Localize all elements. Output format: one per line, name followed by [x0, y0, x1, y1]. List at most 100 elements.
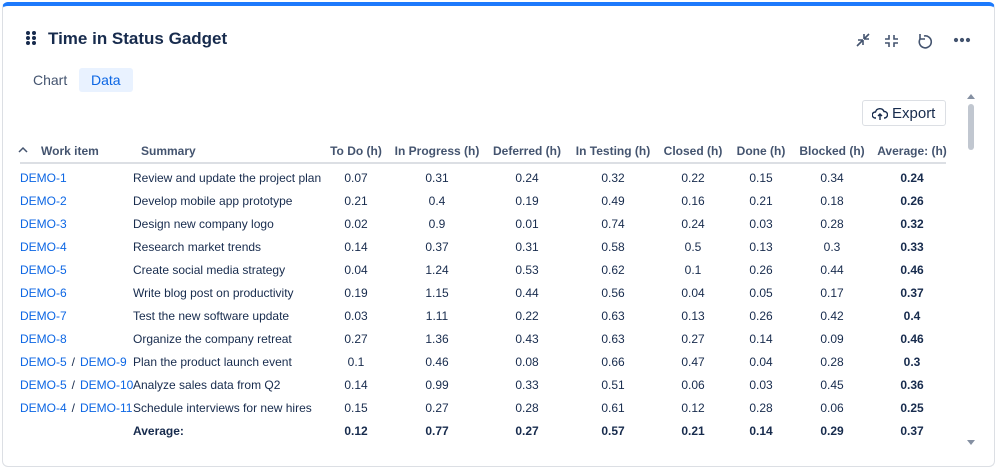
time-value: 0.03	[344, 309, 368, 323]
work-item-link[interactable]: DEMO-8	[20, 332, 67, 346]
gadget-title: Time in Status Gadget	[48, 29, 228, 48]
time-value: 0.51	[601, 378, 625, 392]
work-item-link[interactable]: DEMO-5	[20, 378, 67, 392]
work-item: DEMO-8	[20, 331, 67, 347]
time-value: 0.02	[344, 217, 368, 231]
time-value: 0.15	[749, 171, 773, 185]
work-item-link[interactable]: DEMO-3	[20, 217, 67, 231]
work-item: DEMO-2	[20, 193, 67, 209]
column-average: 0.77	[425, 424, 449, 438]
row-average: 0.33	[900, 240, 924, 254]
time-value: 1.11	[425, 309, 449, 323]
time-value: 0.24	[681, 217, 705, 231]
tab-data[interactable]: Data	[79, 68, 133, 92]
summary: Analyze sales data from Q2	[133, 378, 281, 392]
summary: Organize the company retreat	[133, 332, 292, 346]
work-item-link[interactable]: DEMO-4	[20, 240, 67, 254]
time-value: 0.22	[515, 309, 539, 323]
time-value: 0.44	[820, 263, 844, 277]
work-item-link[interactable]: DEMO-9	[80, 355, 127, 369]
column-header: Deferred (h)	[492, 144, 561, 158]
summary: Schedule interviews for new hires	[133, 401, 312, 415]
summary: Plan the product launch event	[133, 355, 292, 369]
work-item-link[interactable]: DEMO-10	[80, 378, 134, 392]
time-value: 0.01	[515, 217, 539, 231]
key-separator: /	[71, 401, 76, 415]
summary: Create social media strategy	[133, 263, 286, 277]
time-value: 0.56	[601, 286, 625, 300]
time-value: 0.06	[681, 378, 705, 392]
work-item: DEMO-7	[20, 308, 67, 324]
time-value: 0.18	[820, 194, 844, 208]
time-value: 0.27	[344, 332, 368, 346]
work-item: DEMO-6	[20, 285, 67, 301]
time-value: 0.14	[749, 332, 773, 346]
time-value: 0.07	[344, 171, 368, 185]
time-value: 0.45	[820, 378, 844, 392]
time-value: 0.04	[749, 355, 773, 369]
time-value: 0.4	[428, 194, 446, 208]
time-value: 0.13	[681, 309, 705, 323]
column-header: Average: (h)	[877, 144, 947, 158]
time-value: 0.74	[601, 217, 625, 231]
column-header: To Do (h)	[330, 144, 382, 158]
work-item-link[interactable]: DEMO-11	[80, 401, 133, 415]
time-value: 0.04	[344, 263, 368, 277]
time-value: 0.21	[749, 194, 773, 208]
work-item: DEMO-5 / DEMO-9	[20, 354, 127, 370]
time-value: 0.3	[823, 240, 841, 254]
work-item-link[interactable]: DEMO-5	[20, 263, 67, 277]
column-average: 0.57	[601, 424, 625, 438]
work-item-link[interactable]: DEMO-7	[20, 309, 67, 323]
time-value: 0.14	[344, 378, 368, 392]
export-button[interactable]: Export	[862, 100, 946, 126]
time-value: 1.15	[425, 286, 449, 300]
time-value: 0.13	[749, 240, 773, 254]
column-header: Closed (h)	[663, 144, 723, 158]
work-item: DEMO-4	[20, 239, 67, 255]
time-value: 0.03	[749, 217, 773, 231]
time-value: 0.1	[347, 355, 365, 369]
row-average: 0.25	[900, 401, 924, 415]
work-item: DEMO-3	[20, 216, 67, 232]
time-value: 0.34	[820, 171, 844, 185]
time-value: 0.99	[425, 378, 449, 392]
time-value: 0.53	[515, 263, 539, 277]
row-average: 0.3	[903, 355, 921, 369]
sort-icon[interactable]	[17, 145, 29, 155]
time-value: 1.24	[425, 263, 449, 277]
time-value: 1.36	[425, 332, 449, 346]
time-value: 0.16	[681, 194, 705, 208]
time-value: 0.5	[684, 240, 702, 254]
time-value: 0.19	[515, 194, 539, 208]
time-value: 0.22	[681, 171, 705, 185]
work-item-link[interactable]: DEMO-2	[20, 194, 67, 208]
time-value: 0.62	[601, 263, 625, 277]
work-item: DEMO-1	[20, 170, 67, 186]
time-value: 0.12	[681, 401, 705, 415]
time-value: 0.63	[601, 309, 625, 323]
time-value: 0.31	[425, 171, 449, 185]
toolbar-icons[interactable]	[853, 30, 973, 50]
time-value: 0.58	[601, 240, 625, 254]
work-item-link[interactable]: DEMO-4	[20, 401, 67, 415]
time-value: 0.47	[681, 355, 705, 369]
tab-chart[interactable]: Chart	[33, 72, 68, 88]
time-value: 0.31	[515, 240, 539, 254]
drag-handle[interactable]	[25, 30, 37, 46]
time-value: 0.27	[681, 332, 705, 346]
work-item-link[interactable]: DEMO-5	[20, 355, 67, 369]
work-item-link[interactable]: DEMO-1	[20, 171, 67, 185]
scrollbar[interactable]	[966, 90, 976, 450]
summary: Test the new software update	[133, 309, 290, 323]
work-item-link[interactable]: DEMO-6	[20, 286, 67, 300]
time-value: 0.17	[820, 286, 844, 300]
header-divider	[20, 162, 946, 164]
time-value: 0.26	[749, 263, 773, 277]
time-value: 0.33	[515, 378, 539, 392]
column-header: In Progress (h)	[394, 144, 480, 158]
time-value: 0.63	[601, 332, 625, 346]
column-average: 0.29	[820, 424, 844, 438]
time-value: 0.06	[820, 401, 844, 415]
